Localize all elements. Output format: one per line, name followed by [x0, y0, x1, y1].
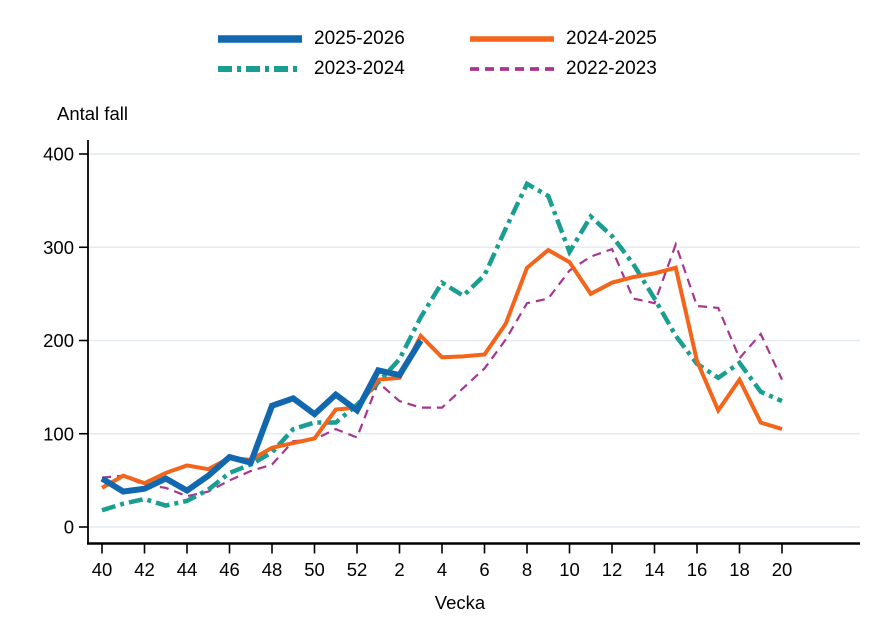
x-tick-label-10: 10: [559, 559, 580, 580]
series-line-2025-2026: [100, 338, 424, 495]
legend-swatch-2022-2023-icon: [470, 66, 554, 71]
x-tick-label-20: 20: [772, 559, 793, 580]
legend-label-2024-2025: 2024-2025: [566, 28, 657, 49]
legend-label-2022-2023: 2022-2023: [566, 58, 657, 79]
y-axis-title: Antal fall: [57, 103, 128, 124]
y-tick-label-100: 100: [43, 423, 74, 444]
legend-item-2024-2025: 2024-2025: [468, 28, 658, 49]
legend-item-2025-2026: 2025-2026: [216, 28, 406, 49]
x-tick-label-12: 12: [602, 559, 623, 580]
x-tick-label-46: 46: [219, 559, 240, 580]
series-line-2024-2025: [101, 247, 783, 490]
legend-item-2023-2024: 2023-2024: [216, 58, 406, 79]
x-tick-label-40: 40: [92, 559, 113, 580]
y-tick-label-200: 200: [43, 330, 74, 351]
legend-swatch-2023-2024-icon: [218, 65, 302, 72]
legend-label-2025-2026: 2025-2026: [314, 28, 405, 49]
x-tick-label-14: 14: [644, 559, 665, 580]
x-tick-label-6: 6: [479, 559, 489, 580]
x-tick-label-44: 44: [177, 559, 198, 580]
x-tick-label-4: 4: [437, 559, 447, 580]
x-tick-label-16: 16: [687, 559, 708, 580]
legend-swatch-2024-2025-icon: [470, 35, 554, 42]
legend-item-2022-2023: 2022-2023: [468, 58, 658, 79]
x-tick-label-42: 42: [134, 559, 155, 580]
legend-swatch-2025-2026-icon: [218, 34, 302, 43]
x-axis-title: Vecka: [434, 592, 486, 613]
x-tick-label-48: 48: [262, 559, 283, 580]
legend-label-2023-2024: 2023-2024: [314, 58, 405, 79]
x-tick-label-8: 8: [522, 559, 532, 580]
x-tick-label-52: 52: [347, 559, 368, 580]
chart-legend: 2025-2026 2024-2025 2023-2024 2022-2023: [216, 28, 658, 79]
y-tick-label-0: 0: [64, 517, 74, 538]
x-tick-label-50: 50: [304, 559, 325, 580]
x-tick-label-18: 18: [729, 559, 750, 580]
series-line-2022-2023: [101, 241, 783, 498]
y-tick-label-400: 400: [43, 144, 74, 165]
x-tick-label-2: 2: [394, 559, 404, 580]
series-line-2023-2024: [101, 180, 783, 513]
y-tick-label-300: 300: [43, 237, 74, 258]
